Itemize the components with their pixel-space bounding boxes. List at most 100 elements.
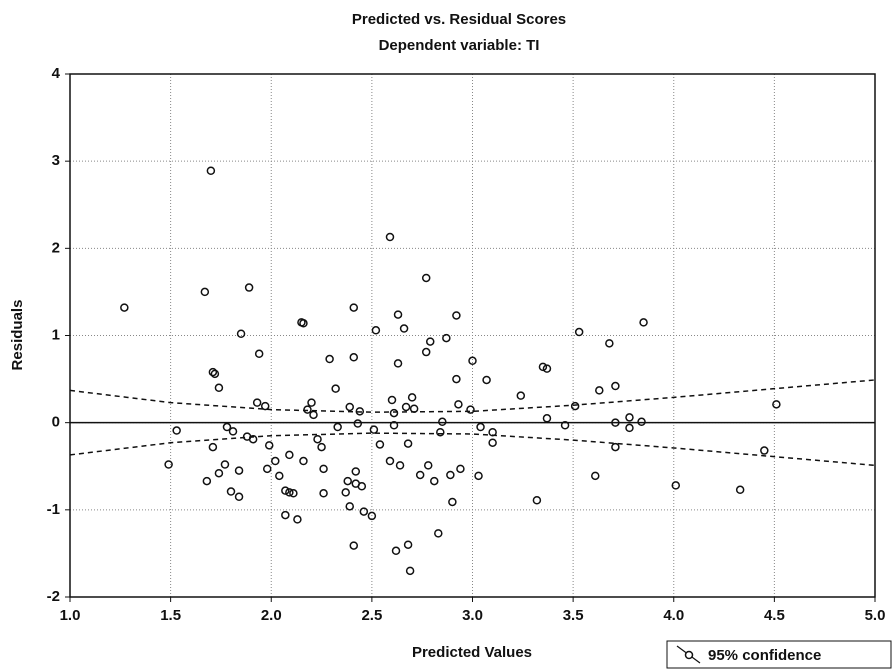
point	[671, 481, 681, 490]
point	[385, 456, 395, 466]
point	[399, 324, 409, 333]
point	[421, 273, 431, 283]
point	[570, 401, 580, 411]
point	[591, 471, 600, 481]
point	[313, 434, 322, 444]
point	[407, 393, 417, 402]
point	[226, 487, 236, 496]
point	[355, 407, 365, 416]
point	[202, 476, 212, 486]
x-tick-label: 1.5	[160, 607, 181, 624]
point	[367, 511, 377, 521]
point	[436, 428, 445, 437]
point	[476, 422, 485, 432]
x-tick-label: 2.0	[261, 607, 282, 624]
legend-icon-marker	[684, 650, 694, 660]
point	[421, 347, 431, 357]
point	[228, 427, 238, 436]
point	[293, 515, 302, 524]
point	[214, 383, 224, 393]
point	[611, 381, 620, 391]
point	[307, 398, 316, 407]
point	[611, 442, 620, 452]
point	[333, 422, 342, 432]
point	[403, 439, 413, 448]
point	[285, 450, 294, 460]
point	[532, 495, 542, 505]
point	[474, 471, 483, 481]
point	[538, 362, 548, 372]
point	[299, 456, 308, 466]
point	[353, 419, 363, 428]
point	[389, 408, 399, 418]
y-tick-label: -1	[47, 501, 60, 518]
point	[234, 492, 244, 502]
point	[434, 529, 443, 538]
point	[252, 398, 262, 407]
point	[466, 405, 475, 414]
point	[574, 327, 584, 337]
x-tick-label: 3.5	[563, 607, 584, 624]
point	[349, 541, 359, 550]
point	[120, 303, 129, 312]
point	[415, 470, 425, 480]
point	[735, 485, 745, 495]
y-tick-label: 0	[52, 414, 60, 431]
point	[341, 488, 350, 497]
point	[236, 329, 246, 339]
point	[542, 414, 552, 423]
point	[285, 488, 294, 497]
point	[452, 311, 461, 320]
point	[516, 391, 526, 400]
point	[317, 442, 326, 452]
point	[542, 364, 552, 373]
y-tick-label: 2	[52, 239, 60, 256]
point	[423, 461, 433, 470]
point	[403, 540, 413, 549]
x-tick-label: 1.0	[60, 607, 81, 624]
point	[637, 417, 646, 427]
point	[172, 426, 181, 435]
point	[222, 422, 232, 432]
point	[345, 502, 354, 511]
point	[371, 326, 381, 335]
point	[262, 464, 272, 474]
point	[605, 339, 614, 348]
point	[395, 461, 405, 470]
point	[359, 507, 369, 516]
point	[430, 476, 439, 486]
point	[488, 438, 497, 447]
point	[560, 421, 570, 430]
x-tick-label: 3.0	[462, 607, 483, 624]
point	[343, 476, 352, 486]
y-tick-label: 1	[52, 326, 60, 343]
chart-subtitle: Dependent variable: TI	[379, 37, 540, 54]
point	[409, 404, 419, 413]
point	[442, 333, 451, 343]
point	[401, 402, 411, 412]
legend-label: 95% confidence	[708, 647, 821, 664]
point	[234, 466, 244, 475]
point	[448, 497, 457, 507]
point	[393, 359, 403, 368]
point	[385, 232, 395, 242]
point	[264, 441, 274, 450]
point	[393, 310, 403, 319]
point	[468, 356, 477, 366]
point	[375, 440, 385, 449]
point	[625, 413, 634, 422]
point	[595, 386, 604, 395]
plot-frame	[69, 73, 876, 598]
point	[208, 367, 218, 377]
point	[319, 464, 328, 474]
legend-box	[666, 640, 892, 669]
point	[760, 446, 769, 455]
point	[405, 566, 415, 576]
point	[345, 402, 354, 412]
point	[454, 400, 463, 409]
point	[611, 418, 620, 427]
x-tick-label: 2.5	[361, 607, 382, 624]
x-tick-label: 5.0	[865, 607, 886, 624]
point	[389, 421, 399, 430]
